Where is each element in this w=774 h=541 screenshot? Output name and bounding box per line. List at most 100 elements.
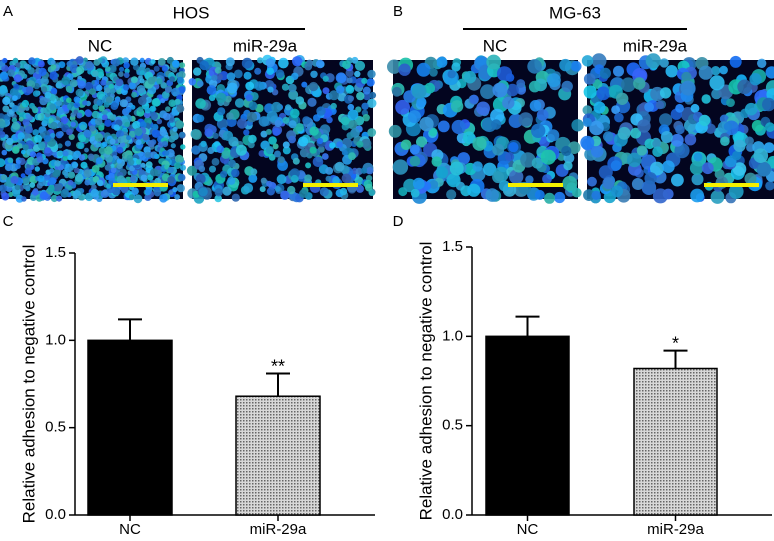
bar	[235, 395, 321, 516]
cell	[765, 181, 774, 191]
cell	[109, 88, 116, 94]
cell	[21, 176, 30, 185]
cell	[342, 60, 351, 70]
cell	[749, 73, 762, 86]
cell	[54, 183, 63, 192]
cell	[729, 55, 742, 68]
cell	[366, 78, 375, 87]
cell	[176, 184, 185, 193]
cell	[610, 160, 622, 171]
cell	[14, 184, 21, 191]
cell	[674, 143, 690, 159]
cell	[39, 96, 48, 106]
micrograph	[580, 53, 774, 204]
cell	[38, 67, 47, 76]
cell	[188, 78, 196, 86]
cell	[275, 69, 285, 79]
cell	[248, 134, 257, 144]
cell	[169, 76, 176, 82]
cell	[54, 160, 61, 167]
cell	[52, 169, 61, 178]
cell	[102, 141, 108, 148]
cell	[291, 72, 299, 81]
cell	[15, 163, 21, 170]
cell	[603, 131, 614, 142]
cell	[104, 146, 113, 155]
cell	[4, 163, 13, 172]
cell	[7, 69, 15, 77]
cell	[323, 108, 333, 118]
cell	[472, 161, 483, 172]
cell	[123, 84, 130, 91]
cell	[84, 81, 94, 91]
cell	[681, 71, 692, 82]
cell	[50, 121, 58, 130]
cell	[91, 110, 100, 119]
cell	[369, 91, 377, 99]
cell	[329, 90, 339, 101]
cell	[463, 70, 477, 84]
cell	[0, 113, 5, 120]
cell	[362, 86, 371, 95]
bar	[633, 367, 718, 516]
cell	[6, 137, 14, 146]
cell	[757, 58, 767, 68]
cell	[451, 119, 466, 135]
cell	[40, 77, 49, 86]
cell	[24, 167, 32, 175]
cell	[572, 187, 582, 198]
cell	[536, 109, 549, 121]
cell	[360, 167, 368, 174]
cell	[0, 158, 6, 168]
cell	[366, 167, 374, 175]
column-label: NC	[483, 36, 508, 55]
cell	[234, 98, 245, 108]
cell	[167, 166, 174, 174]
cell	[112, 58, 121, 67]
cell	[147, 140, 155, 148]
cell	[732, 150, 742, 161]
cell	[37, 175, 45, 183]
cell	[544, 192, 555, 204]
cell	[590, 145, 604, 158]
cell	[66, 60, 73, 68]
cell	[266, 67, 275, 75]
cell	[103, 190, 109, 196]
cell	[265, 146, 274, 155]
cell	[751, 120, 764, 132]
cell	[55, 100, 62, 107]
cell	[591, 53, 607, 69]
cell	[354, 70, 361, 78]
cell	[670, 133, 684, 147]
y-tick-label: 1.0	[45, 331, 66, 348]
cell	[92, 104, 99, 111]
cell	[348, 152, 356, 161]
cell	[214, 67, 222, 74]
cell	[82, 100, 88, 106]
cell	[388, 124, 402, 138]
cell	[265, 58, 275, 68]
cell	[217, 107, 226, 116]
cell	[197, 80, 204, 87]
cell	[103, 101, 110, 108]
cell	[116, 175, 126, 184]
cell	[527, 59, 542, 74]
cell	[115, 130, 125, 139]
cell	[0, 184, 7, 193]
cell	[271, 101, 282, 113]
cell	[308, 81, 319, 92]
cell	[74, 173, 84, 182]
cell	[94, 133, 104, 142]
cell	[161, 65, 168, 72]
cell	[652, 146, 663, 157]
cell	[153, 153, 159, 159]
cell	[50, 194, 59, 203]
cell	[691, 173, 704, 186]
cell	[24, 106, 30, 111]
cell	[85, 110, 93, 118]
cell	[174, 194, 181, 200]
cell	[76, 66, 85, 75]
cell	[113, 124, 120, 131]
cell	[80, 161, 88, 169]
cell	[37, 141, 46, 149]
